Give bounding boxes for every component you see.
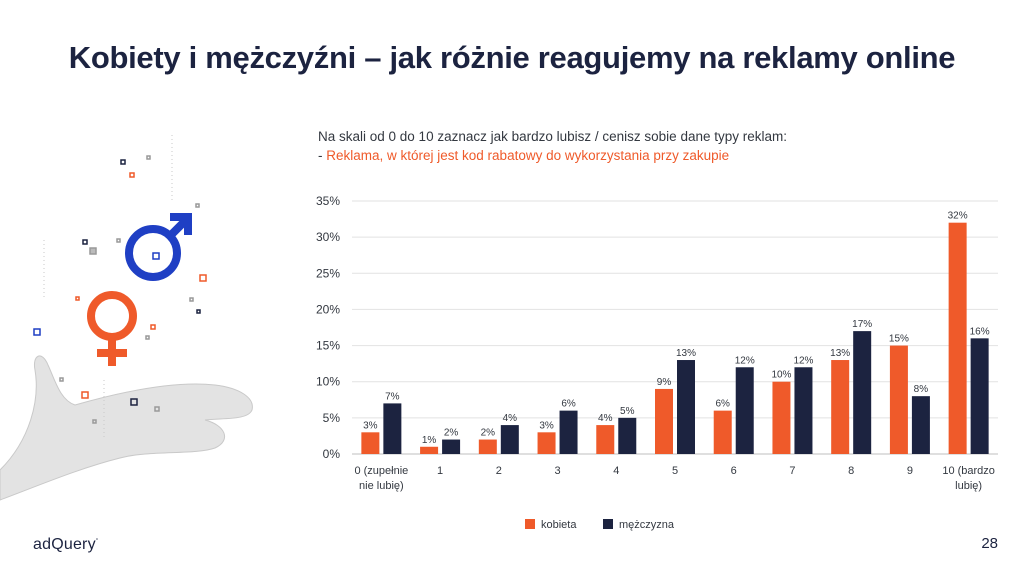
bar-kobieta bbox=[948, 222, 967, 454]
y-tick-label: 5% bbox=[323, 411, 341, 425]
x-tick-label: 6 bbox=[731, 465, 737, 477]
bar-mezczyzna bbox=[383, 403, 402, 454]
y-tick-label: 25% bbox=[316, 266, 340, 280]
hand-gender-illustration bbox=[0, 135, 253, 501]
bar-mezczyzna bbox=[735, 367, 754, 454]
question-text: Na skali od 0 do 10 zaznacz jak bardzo l… bbox=[318, 129, 787, 144]
data-label: 12% bbox=[735, 355, 755, 366]
x-tick-label: 8 bbox=[848, 465, 854, 477]
data-label: 4% bbox=[503, 413, 518, 424]
data-label: 13% bbox=[830, 348, 850, 359]
data-labels: 3%7%1%2% 2%4%3%6%4%5%9%13%6%12%10%12%13%1… bbox=[363, 211, 990, 446]
bar-kobieta bbox=[596, 425, 615, 454]
data-label: 17% bbox=[852, 319, 872, 330]
bar-kobieta bbox=[889, 345, 908, 454]
x-tick-label: 2 bbox=[496, 465, 502, 477]
data-label: 1% bbox=[422, 435, 437, 446]
x-tick-label: 9 bbox=[907, 465, 913, 477]
bar-mezczyzna bbox=[500, 425, 519, 454]
female-symbol-icon bbox=[87, 291, 137, 366]
decorative-squares bbox=[33, 155, 207, 424]
bar-kobieta bbox=[713, 410, 732, 454]
x-axis-tick-labels: 0 (zupełnie nie lubię) 1 2 3 4 5 6 7 8 9 10 (bardzo… bbox=[354, 465, 994, 492]
data-label: 7% bbox=[385, 391, 400, 402]
data-label: 8% bbox=[914, 384, 929, 395]
data-label: 6% bbox=[561, 399, 576, 410]
page-title: Kobiety i mężczyźni – jak różnie reaguje… bbox=[68, 40, 956, 75]
data-label: 6% bbox=[716, 399, 731, 410]
logo-mark: ° bbox=[95, 538, 99, 545]
bar-kobieta bbox=[655, 388, 673, 454]
bar-kobieta bbox=[361, 432, 380, 454]
bar-mezczyzna bbox=[911, 396, 930, 454]
bar-mezczyzna bbox=[794, 367, 813, 454]
x-tick-label: 1 bbox=[437, 465, 443, 477]
y-tick-label: 0% bbox=[323, 447, 341, 461]
bar-mezczyzna bbox=[853, 331, 872, 454]
x-tick-label: 0 (zupełnie nie lubię) bbox=[354, 465, 408, 492]
x-tick-label: 3 bbox=[554, 465, 560, 477]
data-label: 15% bbox=[889, 334, 909, 345]
bar-kobieta bbox=[772, 381, 791, 454]
adquery-logo: adQuery° bbox=[33, 536, 98, 554]
data-label: 4% bbox=[598, 413, 613, 424]
bars bbox=[361, 222, 989, 454]
data-label: 9% bbox=[657, 377, 672, 388]
bar-kobieta bbox=[420, 446, 439, 454]
bar-mezczyzna bbox=[677, 360, 695, 454]
bar-kobieta bbox=[831, 360, 850, 454]
data-label: 3% bbox=[363, 420, 378, 431]
question-subtext: - Reklama, w której jest kod rabatowy do… bbox=[318, 148, 729, 163]
legend-label: kobieta bbox=[541, 519, 577, 531]
y-tick-label: 10% bbox=[316, 375, 340, 389]
x-tick-label: 5 bbox=[672, 465, 678, 477]
x-tick-label: 7 bbox=[789, 465, 795, 477]
data-label: 5% bbox=[620, 406, 635, 417]
question-prefix: - bbox=[318, 148, 327, 163]
bar-mezczyzna bbox=[442, 439, 461, 454]
question-highlight: Reklama, w której jest kod rabatowy do w… bbox=[326, 148, 730, 163]
decorative-dotted-lines bbox=[43, 135, 173, 440]
legend-swatch bbox=[603, 519, 613, 529]
bar-kobieta bbox=[478, 439, 497, 454]
data-label: 12% bbox=[793, 355, 813, 366]
logo-text: adQuery bbox=[33, 536, 96, 553]
data-label: 13% bbox=[676, 348, 696, 359]
y-tick-label: 15% bbox=[316, 339, 340, 353]
data-label: 3% bbox=[539, 420, 554, 431]
bar-mezczyzna bbox=[970, 338, 989, 454]
hand-icon bbox=[0, 355, 253, 501]
x-tick-label: 4 bbox=[613, 465, 619, 477]
bar-mezczyzna bbox=[618, 417, 637, 454]
legend: kobieta mężczyzna bbox=[525, 519, 675, 531]
data-label: 10% bbox=[771, 370, 791, 381]
bar-kobieta bbox=[537, 432, 556, 454]
y-tick-label: 30% bbox=[316, 230, 340, 244]
x-tick-label: 10 (bardzo lubię) bbox=[942, 465, 995, 492]
legend-label: mężczyzna bbox=[619, 519, 675, 531]
data-label: 16% bbox=[970, 326, 990, 337]
data-label: 32% bbox=[948, 211, 968, 222]
y-tick-label: 20% bbox=[316, 302, 340, 316]
male-symbol-icon bbox=[125, 213, 192, 281]
data-label: 2% bbox=[444, 428, 459, 439]
page-number: 28 bbox=[981, 535, 998, 552]
y-tick-label: 35% bbox=[316, 194, 340, 208]
data-label: 2% bbox=[481, 428, 496, 439]
y-axis-tick-labels: 0% 5% 10% 15% 20% 25% 30% 35% bbox=[316, 194, 340, 461]
legend-swatch bbox=[525, 519, 535, 529]
bar-mezczyzna bbox=[559, 410, 578, 454]
